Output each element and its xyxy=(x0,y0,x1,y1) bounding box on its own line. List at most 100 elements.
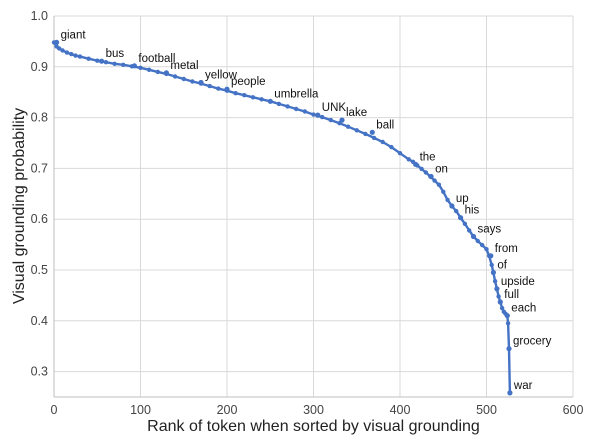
data-point xyxy=(138,65,143,71)
annotated-point xyxy=(497,299,503,305)
data-point xyxy=(462,221,468,226)
annotation-label: yellow xyxy=(205,70,238,82)
data-point xyxy=(492,279,498,284)
data-point xyxy=(181,76,186,82)
data-point xyxy=(64,50,70,55)
y-tick-label: 1.0 xyxy=(31,9,48,23)
annotated-point xyxy=(413,161,419,167)
annotated-point xyxy=(506,346,512,352)
y-tick-label: 0.6 xyxy=(31,212,48,226)
annotation-label: his xyxy=(465,205,480,217)
annotation-label: the xyxy=(420,151,436,163)
annotated-point xyxy=(494,286,500,292)
data-point xyxy=(302,109,308,114)
y-tick-label: 0.9 xyxy=(31,60,48,74)
data-point xyxy=(276,101,282,107)
annotation-label: on xyxy=(435,164,448,176)
data-point xyxy=(380,139,385,145)
data-point xyxy=(242,93,247,98)
annotated-point xyxy=(458,215,464,221)
annotation-label: people xyxy=(231,76,266,88)
data-point xyxy=(496,294,501,299)
annotation-label: each xyxy=(511,303,536,315)
data-point xyxy=(445,197,450,203)
annotation-label: UNK xyxy=(322,102,347,114)
annotation-label: upside xyxy=(501,276,535,288)
y-tick-label: 0.5 xyxy=(31,263,48,277)
annotation-label: lake xyxy=(346,107,367,119)
annotated-point xyxy=(488,253,494,259)
data-point xyxy=(345,124,351,129)
data-point xyxy=(354,128,359,133)
data-point xyxy=(233,91,238,96)
x-tick-label: 300 xyxy=(303,403,324,417)
annotation-label: full xyxy=(504,289,519,301)
data-point xyxy=(499,305,505,311)
annotated-point xyxy=(224,86,230,92)
data-point xyxy=(216,86,221,91)
data-point xyxy=(484,247,489,252)
data-point xyxy=(441,189,446,194)
data-point xyxy=(207,83,212,89)
data-point xyxy=(190,79,195,84)
x-tick-label: 500 xyxy=(476,403,497,417)
data-point xyxy=(103,60,109,65)
data-point xyxy=(172,74,178,79)
annotation-label: grocery xyxy=(513,336,552,348)
annotation-label: umbrella xyxy=(274,88,319,100)
data-point xyxy=(250,95,256,100)
tick-labels: 0 100 200 300 400 500 600 0.3 0.4 0.5 0.6 0.7 0.8 0.9… xyxy=(31,9,584,417)
data-point xyxy=(320,114,325,120)
annotated-point xyxy=(428,173,434,180)
annotated-point xyxy=(315,112,321,118)
data-point xyxy=(146,67,152,73)
gridlines xyxy=(54,15,574,397)
annotation-label: of xyxy=(497,260,507,272)
data-point xyxy=(371,135,377,141)
data-point xyxy=(77,54,83,59)
x-axis-title: Rank of token when sorted by visual grou… xyxy=(147,418,480,435)
annotation-label: ball xyxy=(376,119,394,131)
annotation-label: from xyxy=(495,243,518,255)
data-point xyxy=(432,178,437,183)
x-tick-label: 600 xyxy=(563,403,584,417)
annotated-point xyxy=(504,313,510,319)
data-point xyxy=(95,58,100,63)
annotated-point xyxy=(507,390,513,396)
data-point xyxy=(294,106,299,112)
annotation-label: giant xyxy=(61,29,87,41)
annotated-point xyxy=(267,98,273,104)
data-point xyxy=(155,69,160,75)
y-tick-label: 0.7 xyxy=(31,161,48,175)
annotation-label: war xyxy=(513,380,533,392)
data-point xyxy=(121,62,126,67)
data-point xyxy=(86,56,91,61)
annotated-point xyxy=(99,58,105,64)
annotated-point xyxy=(449,203,455,209)
data-point xyxy=(73,53,78,58)
y-tick-label: 0.4 xyxy=(31,314,48,328)
data-point xyxy=(397,151,403,156)
annotated-point xyxy=(131,63,137,69)
annotation-label: up xyxy=(456,193,469,205)
annotated-point xyxy=(54,39,60,46)
data-point xyxy=(436,182,442,187)
data-point xyxy=(480,242,485,248)
y-tick-label: 0.3 xyxy=(31,365,48,379)
data-point xyxy=(259,97,264,102)
data-point xyxy=(311,112,316,117)
y-tick-label: 0.8 xyxy=(31,111,48,125)
x-tick-label: 100 xyxy=(130,403,151,417)
data-point xyxy=(285,104,290,109)
annotation-label: football xyxy=(138,53,175,65)
annotated-point xyxy=(163,70,169,76)
data-point xyxy=(57,46,62,51)
data-point xyxy=(423,170,429,175)
y-axis-title: Visual grounding probability xyxy=(11,108,28,304)
annotated-point xyxy=(490,269,496,276)
data-point xyxy=(363,131,368,137)
data-point xyxy=(60,48,65,53)
x-tick-label: 0 xyxy=(51,403,58,417)
